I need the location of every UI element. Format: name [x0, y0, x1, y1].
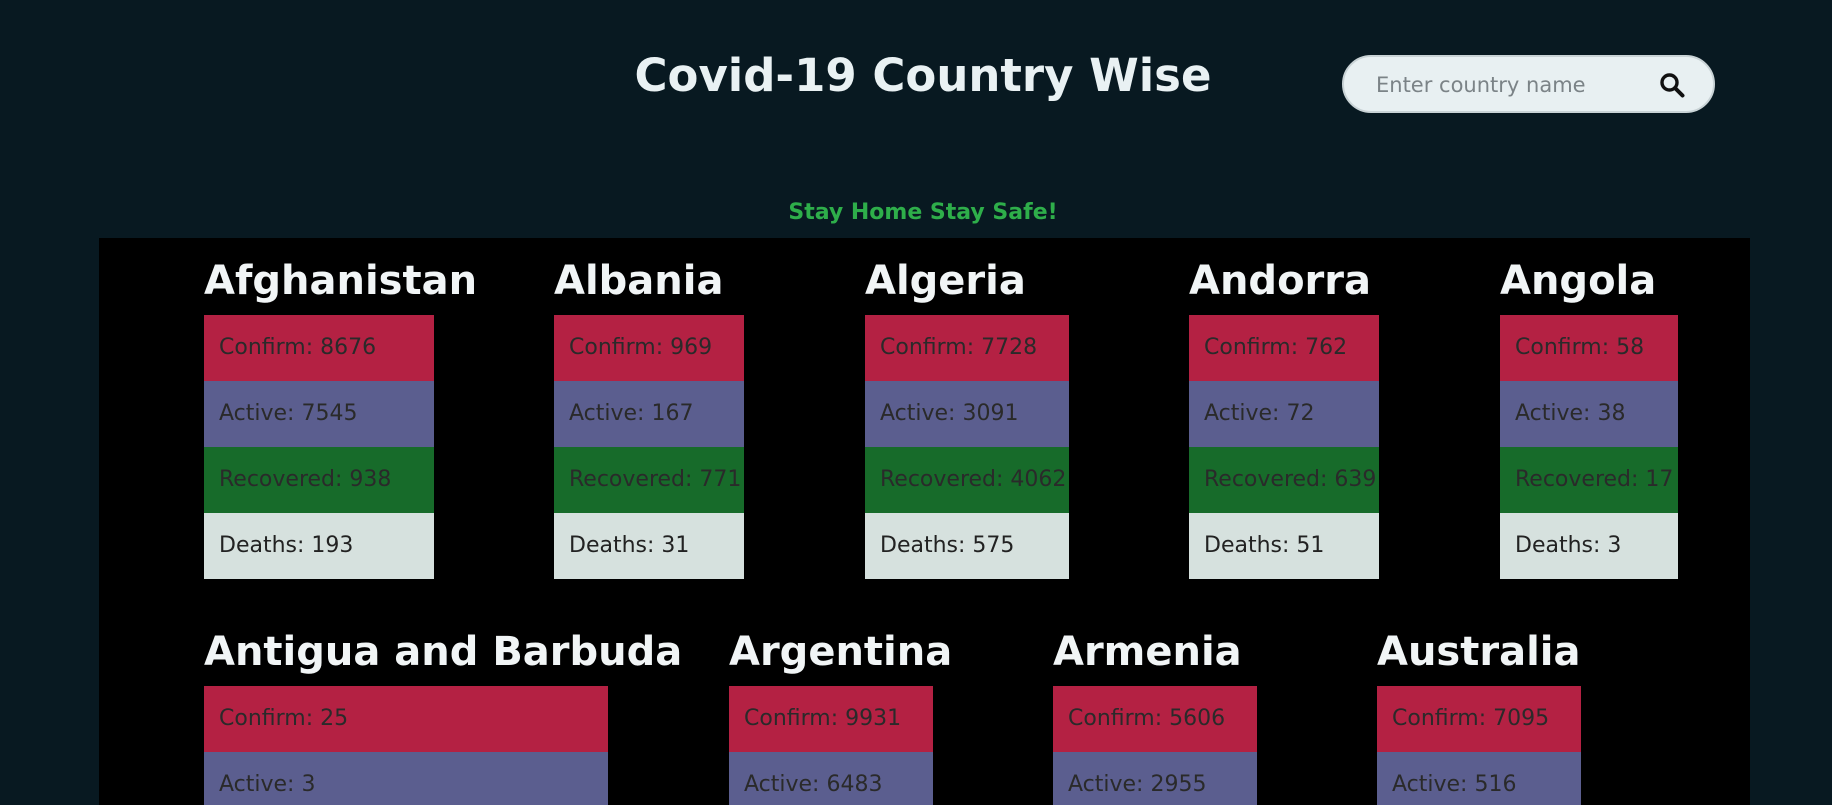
confirm-stat: Confirm: 7095 — [1377, 686, 1581, 752]
country-card: Albania Confirm: 969 Active: 167 Recover… — [554, 238, 744, 579]
confirm-stat: Confirm: 58 — [1500, 315, 1678, 381]
country-card: Afghanistan Confirm: 8676 Active: 7545 R… — [204, 238, 478, 579]
recovered-stat: Recovered: 639 — [1189, 447, 1379, 513]
country-card: Australia Confirm: 7095 Active: 516 — [1377, 609, 1581, 805]
search-button[interactable] — [1659, 72, 1685, 98]
active-stat: Active: 167 — [554, 381, 744, 447]
country-card: Armenia Confirm: 5606 Active: 2955 — [1053, 609, 1257, 805]
confirm-stat: Confirm: 969 — [554, 315, 744, 381]
country-card: Antigua and Barbuda Confirm: 25 Active: … — [204, 609, 683, 805]
confirm-stat: Confirm: 5606 — [1053, 686, 1257, 752]
active-stat: Active: 2955 — [1053, 752, 1257, 805]
confirm-stat: Confirm: 8676 — [204, 315, 434, 381]
country-card: Angola Confirm: 58 Active: 38 Recovered:… — [1500, 238, 1678, 579]
countries-panel: Afghanistan Confirm: 8676 Active: 7545 R… — [99, 238, 1750, 805]
recovered-stat: Recovered: 938 — [204, 447, 434, 513]
confirm-stat: Confirm: 25 — [204, 686, 608, 752]
country-name: Algeria — [865, 258, 1026, 304]
active-stat: Active: 6483 — [729, 752, 933, 805]
country-name: Afghanistan — [204, 258, 478, 304]
active-stat: Active: 3 — [204, 752, 608, 805]
active-stat: Active: 7545 — [204, 381, 434, 447]
active-stat: Active: 72 — [1189, 381, 1379, 447]
tagline: Stay Home Stay Safe! — [788, 200, 1058, 225]
active-stat: Active: 3091 — [865, 381, 1069, 447]
search-bar — [1342, 55, 1715, 113]
page-title: Covid-19 Country Wise — [634, 49, 1212, 102]
confirm-stat: Confirm: 9931 — [729, 686, 933, 752]
country-name: Albania — [554, 258, 724, 304]
country-name: Angola — [1500, 258, 1657, 304]
search-input[interactable] — [1374, 67, 1648, 103]
country-name: Armenia — [1053, 629, 1242, 675]
country-card: Algeria Confirm: 7728 Active: 3091 Recov… — [865, 238, 1069, 579]
deaths-stat: Deaths: 51 — [1189, 513, 1379, 579]
active-stat: Active: 516 — [1377, 752, 1581, 805]
country-card: Argentina Confirm: 9931 Active: 6483 — [729, 609, 953, 805]
country-name: Antigua and Barbuda — [204, 629, 683, 675]
recovered-stat: Recovered: 4062 — [865, 447, 1069, 513]
search-icon — [1660, 73, 1685, 98]
deaths-stat: Deaths: 3 — [1500, 513, 1678, 579]
country-name: Argentina — [729, 629, 953, 675]
country-name: Australia — [1377, 629, 1581, 675]
deaths-stat: Deaths: 193 — [204, 513, 434, 579]
deaths-stat: Deaths: 31 — [554, 513, 744, 579]
country-name: Andorra — [1189, 258, 1371, 304]
recovered-stat: Recovered: 17 — [1500, 447, 1678, 513]
country-card: Andorra Confirm: 762 Active: 72 Recovere… — [1189, 238, 1379, 579]
confirm-stat: Confirm: 7728 — [865, 315, 1069, 381]
deaths-stat: Deaths: 575 — [865, 513, 1069, 579]
active-stat: Active: 38 — [1500, 381, 1678, 447]
recovered-stat: Recovered: 771 — [554, 447, 744, 513]
confirm-stat: Confirm: 762 — [1189, 315, 1379, 381]
